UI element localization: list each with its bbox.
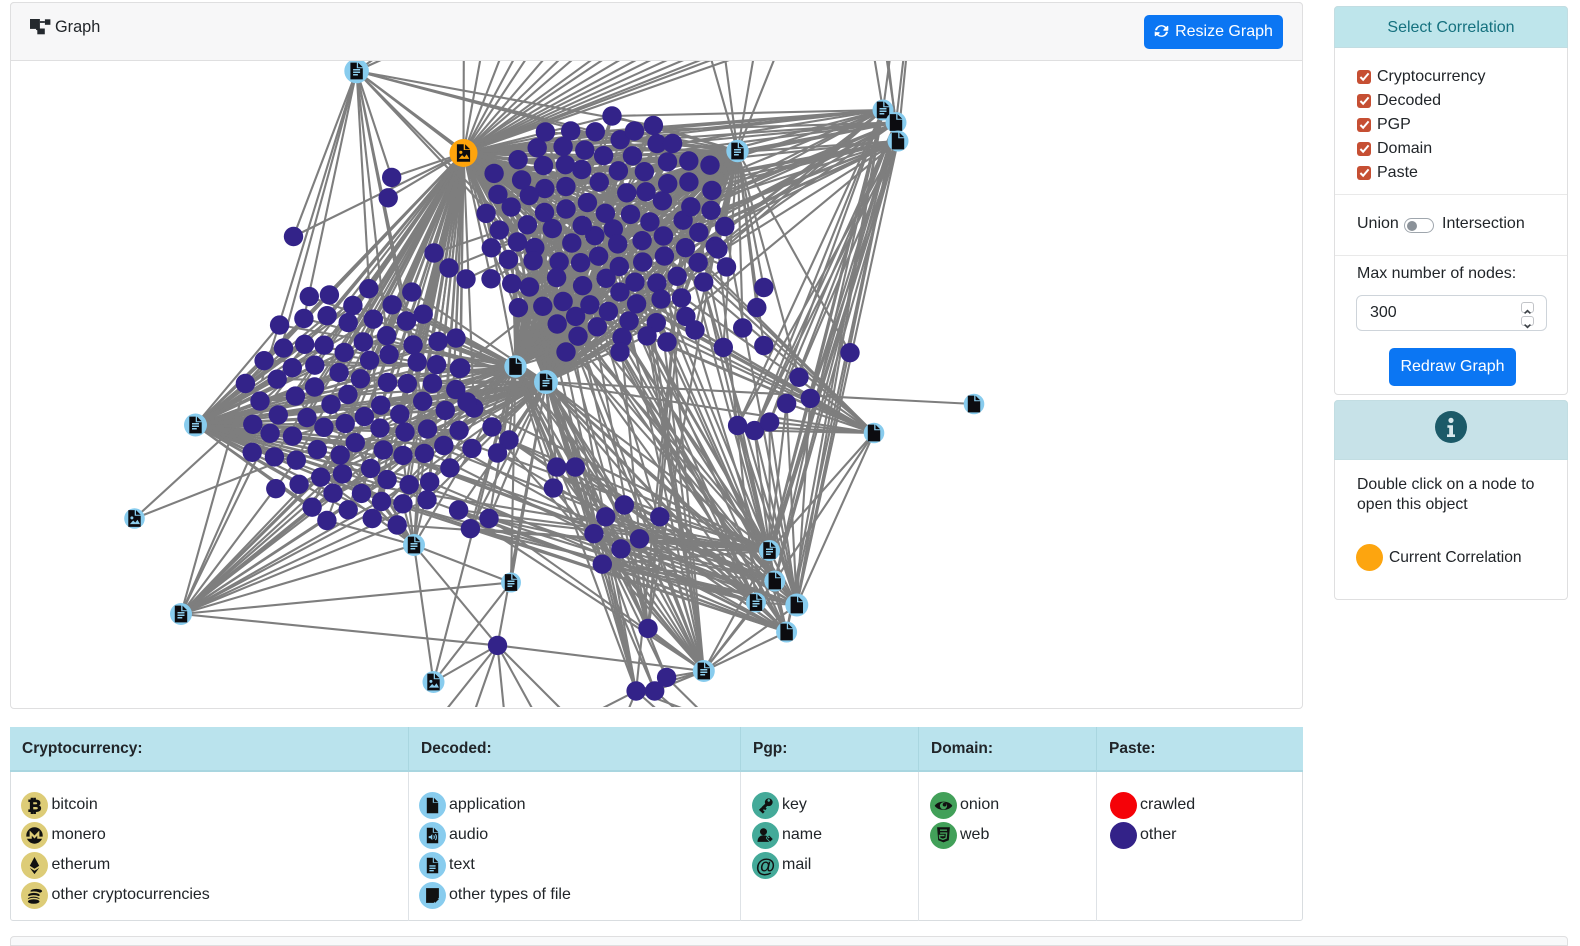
svg-text:@: @ bbox=[755, 855, 775, 877]
svg-text:₿: ₿ bbox=[28, 796, 42, 815]
